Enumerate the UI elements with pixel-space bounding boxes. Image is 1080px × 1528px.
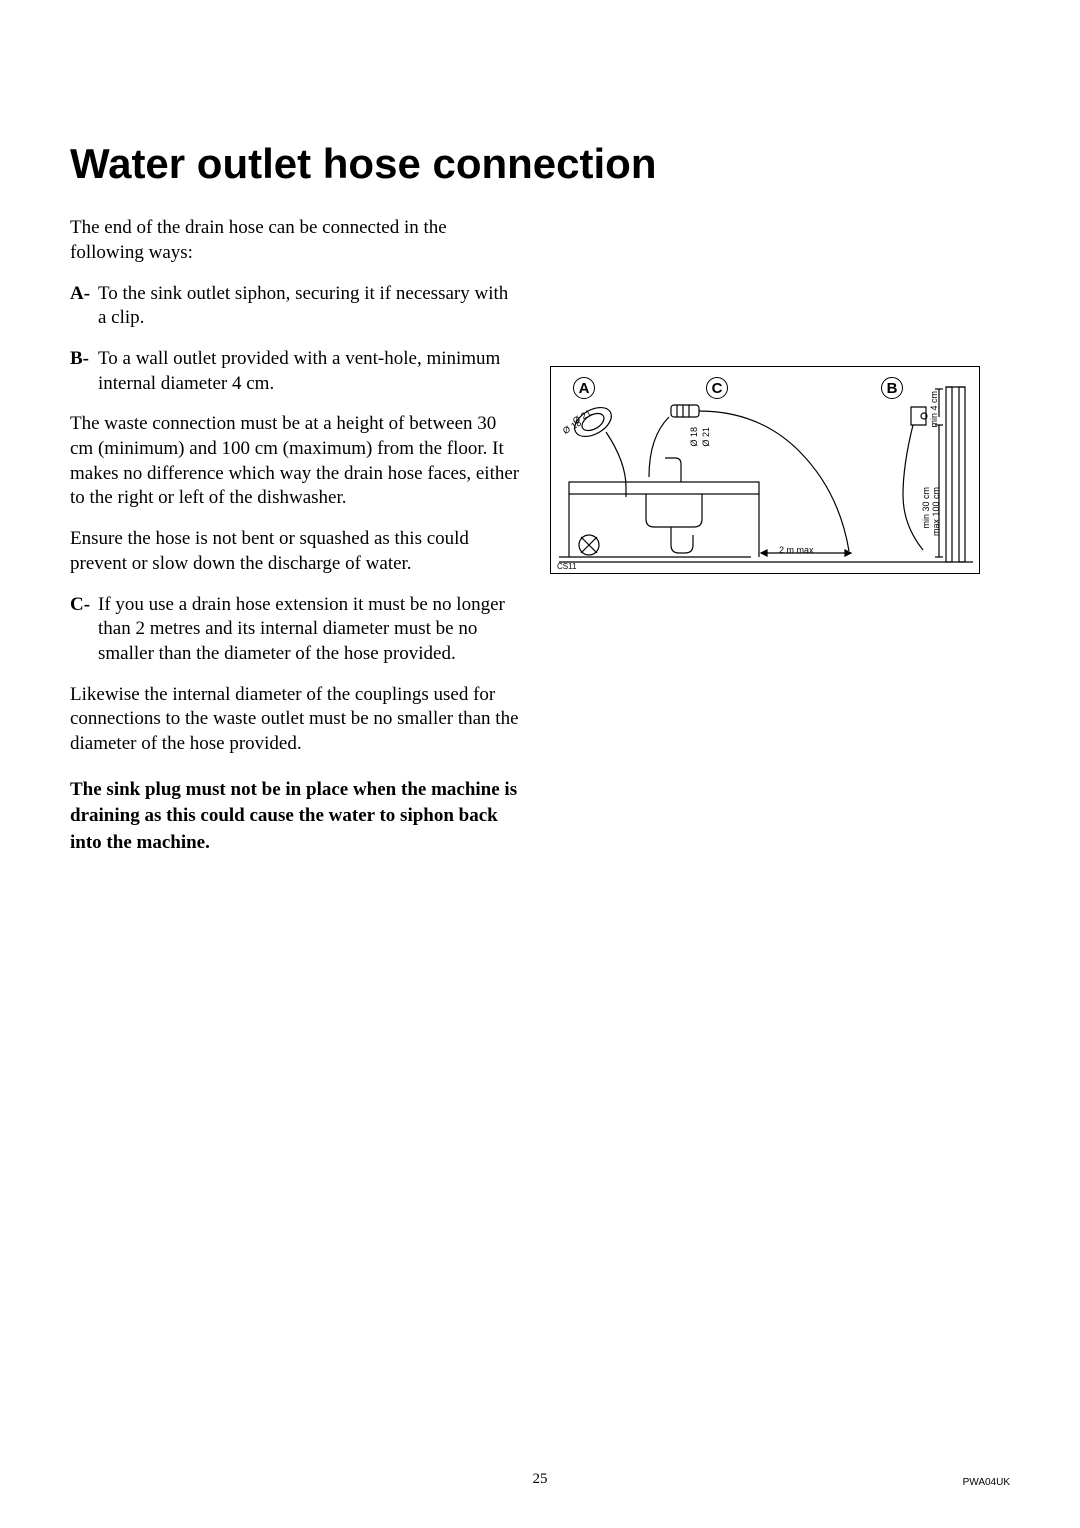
list-label-c: C- bbox=[70, 593, 98, 667]
content-columns: The end of the drain hose can be connect… bbox=[70, 216, 1010, 856]
page-number: 25 bbox=[0, 1471, 1080, 1488]
doc-code: PWA04UK bbox=[963, 1477, 1010, 1488]
page-title: Water outlet hose connection bbox=[70, 140, 1010, 188]
list-item-a: A- To the sink outlet siphon, securing i… bbox=[70, 282, 520, 331]
intro-paragraph: The end of the drain hose can be connect… bbox=[70, 216, 520, 265]
bent-paragraph: Ensure the hose is not bent or squashed … bbox=[70, 527, 520, 576]
diagram-min30: min 30 cm bbox=[921, 487, 931, 529]
diagram-max100: max 100 cm bbox=[931, 487, 941, 536]
list-item-c: C- If you use a drain hose extension it … bbox=[70, 593, 520, 667]
text-column: The end of the drain hose can be connect… bbox=[70, 216, 520, 856]
diagram-d18: Ø 18 bbox=[689, 427, 699, 447]
diagram-d21: Ø 21 bbox=[701, 427, 711, 447]
diagram-2m-max: 2 m max bbox=[779, 545, 814, 555]
warning-paragraph: The sink plug must not be in place when … bbox=[70, 777, 520, 857]
list-body-b: To a wall outlet provided with a vent-ho… bbox=[98, 347, 520, 396]
list-label-b: B- bbox=[70, 347, 98, 396]
list-label-a: A- bbox=[70, 282, 98, 331]
list-body-c: If you use a drain hose extension it mus… bbox=[98, 593, 520, 667]
list-body-a: To the sink outlet siphon, securing it i… bbox=[98, 282, 520, 331]
diagram-svg bbox=[551, 367, 981, 575]
couplings-paragraph: Likewise the internal diameter of the co… bbox=[70, 683, 520, 757]
diagram-column: A C B bbox=[550, 216, 1010, 856]
diagram-min4cm: min 4 cm bbox=[929, 391, 939, 428]
waste-paragraph: The waste connection must be at a height… bbox=[70, 412, 520, 511]
list-item-b: B- To a wall outlet provided with a vent… bbox=[70, 347, 520, 396]
diagram-cs11: CS11 bbox=[557, 562, 576, 571]
installation-diagram: A C B bbox=[550, 366, 980, 574]
